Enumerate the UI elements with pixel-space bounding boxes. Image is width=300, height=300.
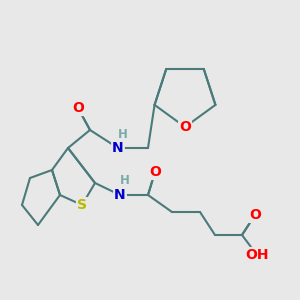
Text: O: O: [179, 120, 191, 134]
Text: H: H: [120, 175, 130, 188]
Text: N: N: [114, 188, 126, 202]
Text: O: O: [149, 165, 161, 179]
Text: OH: OH: [245, 248, 269, 262]
Text: N: N: [112, 141, 124, 155]
Text: O: O: [249, 208, 261, 222]
Text: H: H: [118, 128, 128, 140]
Text: S: S: [77, 198, 87, 212]
Text: O: O: [72, 101, 84, 115]
